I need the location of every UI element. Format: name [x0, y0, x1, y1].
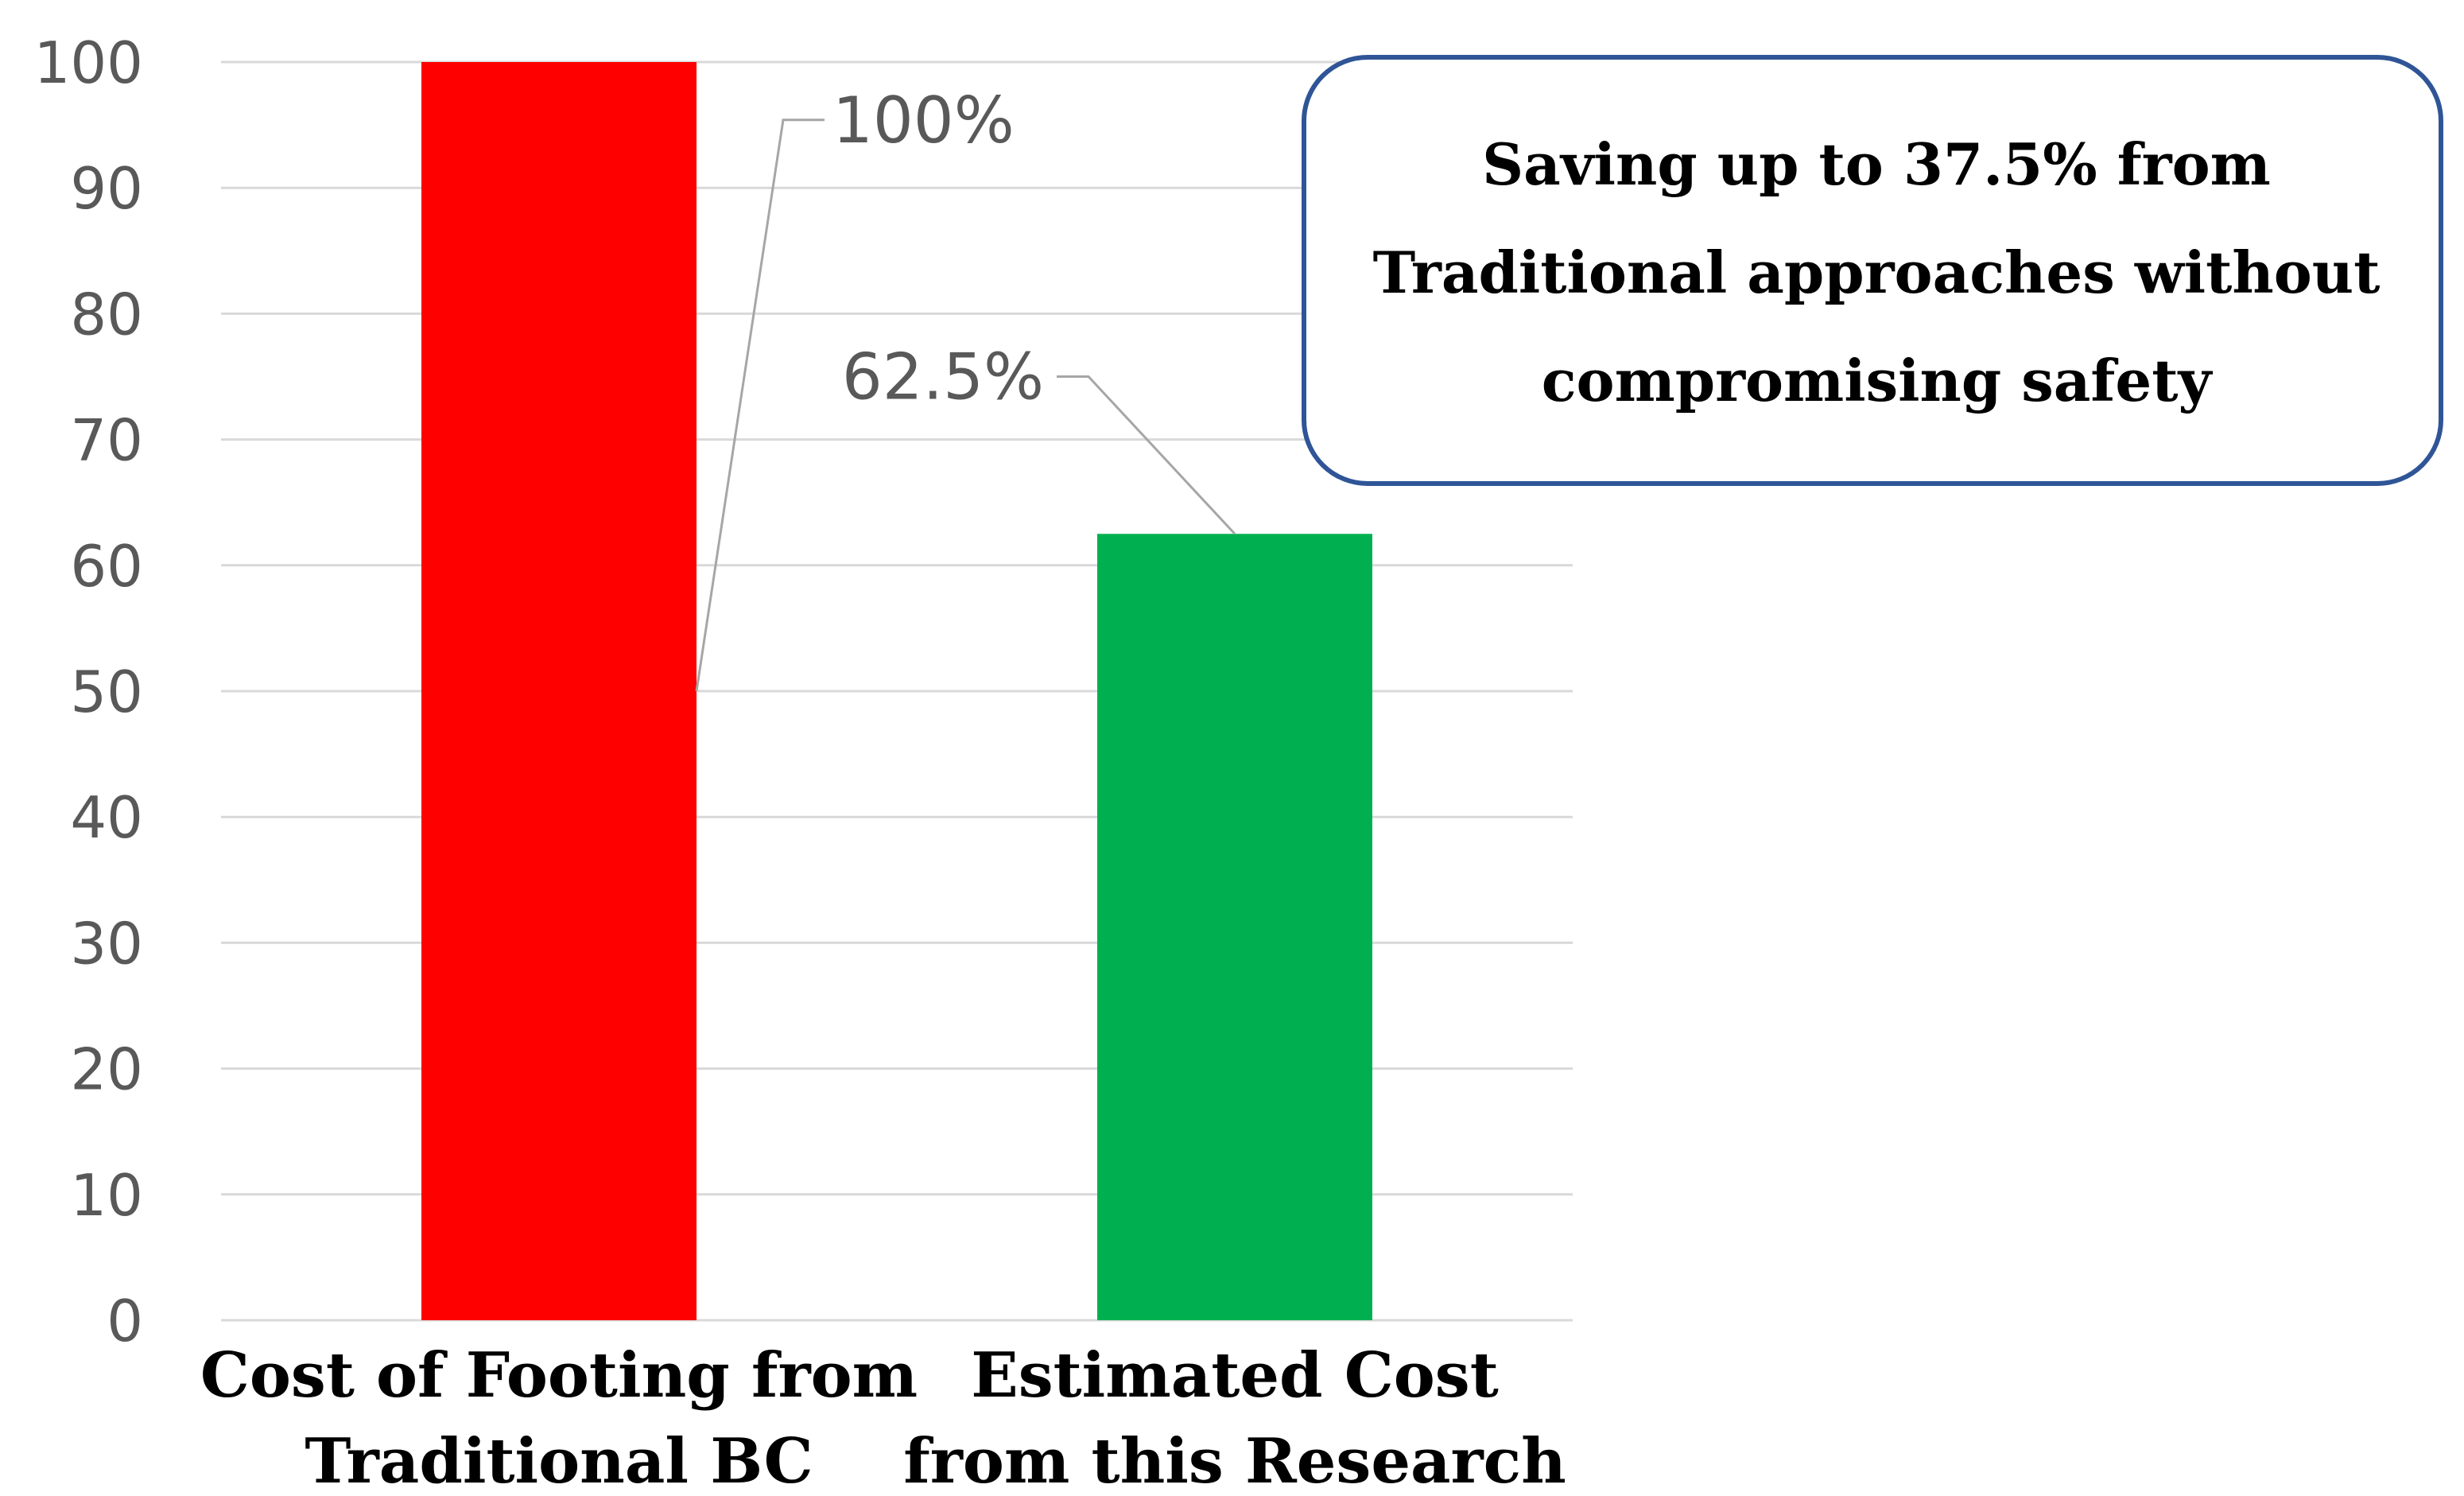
data-labels: 100% 62.5% — [832, 84, 1044, 414]
leader-line-2 — [1057, 375, 1236, 535]
y-tick-label-0: 0 — [107, 1288, 143, 1354]
y-tick-label-20: 20 — [70, 1036, 143, 1103]
annotation-callout: Saving up to 37.5% from Traditional appr… — [1302, 55, 2443, 486]
category-label-1-line-1: Cost of Footing from — [200, 1339, 918, 1412]
y-tick-label-30: 30 — [70, 910, 143, 977]
category-label-2-line-2: from this Research — [903, 1425, 1566, 1496]
category-label-2-line-1: Estimated Cost — [971, 1339, 1499, 1412]
y-tick-label-70: 70 — [70, 407, 143, 474]
y-axis-ticks: 0 10 20 30 40 50 60 70 80 90 100 — [34, 29, 143, 1354]
annotation-line-2: Traditional approaches without — [1373, 239, 2381, 306]
data-label-leaders — [695, 119, 1236, 692]
y-tick-label-40: 40 — [70, 784, 143, 851]
y-tick-label-50: 50 — [70, 659, 143, 725]
y-tick-label-80: 80 — [70, 281, 143, 348]
leader-line-1 — [695, 119, 825, 692]
x-axis-categories: Cost of Footing from Traditional BC Estima… — [200, 1339, 1566, 1496]
annotation-line-1: Saving up to 37.5% from — [1482, 130, 2271, 198]
data-label-2: 62.5% — [842, 340, 1044, 414]
y-tick-label-100: 100 — [34, 29, 143, 96]
annotation-box — [1302, 55, 2443, 486]
y-tick-label-10: 10 — [70, 1162, 143, 1229]
bar-2 — [1097, 534, 1372, 1320]
annotation-line-3: compromising safety — [1542, 347, 2214, 414]
y-tick-label-60: 60 — [70, 533, 143, 600]
y-tick-label-90: 90 — [70, 155, 143, 222]
bars — [421, 62, 1372, 1320]
bar-1 — [421, 62, 697, 1320]
data-label-1: 100% — [832, 84, 1015, 157]
category-label-1-line-2: Traditional BC — [305, 1425, 813, 1496]
